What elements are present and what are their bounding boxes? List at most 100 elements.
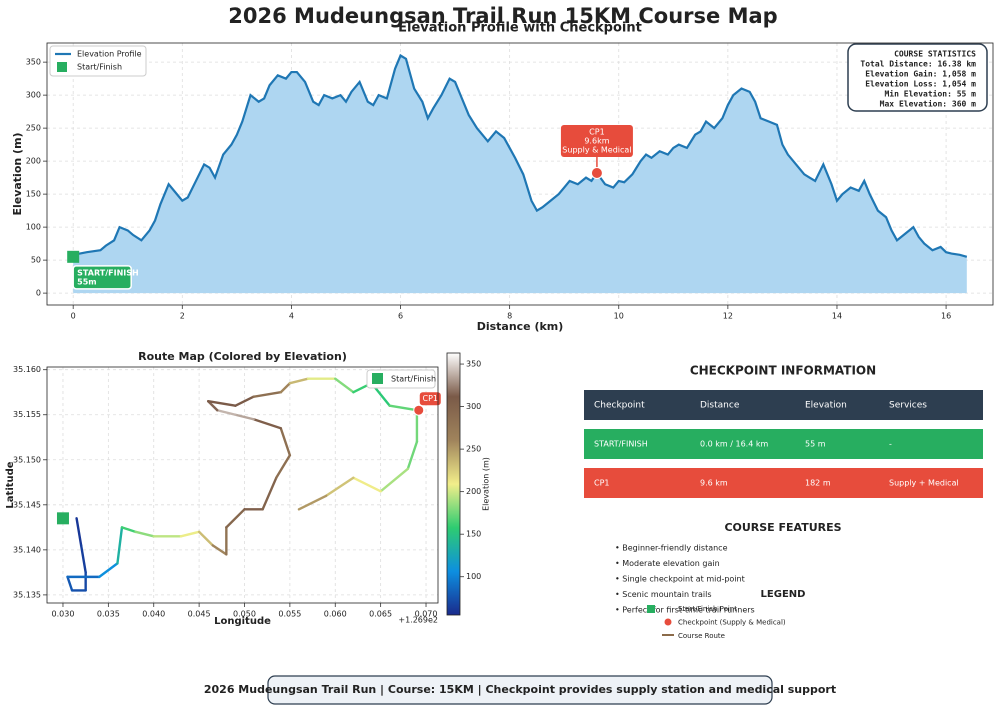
route-segment (324, 476, 355, 498)
route-segment (379, 467, 410, 493)
start-marker (56, 512, 69, 525)
table-cell: - (889, 440, 892, 449)
y-tick-label: 100 (26, 223, 41, 232)
legend-item: Start/Finish Point (678, 605, 737, 613)
y-axis-label: Elevation (m) (11, 132, 24, 215)
y-tick-label: 350 (26, 58, 41, 67)
table-cell: 182 m (805, 479, 831, 488)
route-segment (297, 494, 328, 511)
page-title: 2026 Mudeungsan Trail Run 15KM Course Ma… (228, 4, 777, 28)
plot-frame (46, 42, 994, 306)
features-title: COURSE FEATURES (724, 521, 841, 534)
legend-swatch (664, 618, 672, 626)
chart-title: Route Map (Colored by Elevation) (138, 350, 347, 363)
checkpoint-marker (590, 167, 603, 180)
legend-box (366, 369, 436, 389)
table-title: CHECKPOINT INFORMATION (690, 364, 876, 378)
stats-line: Elevation Loss: 1,054 m (865, 79, 976, 89)
x-tick-label: 12 (723, 312, 733, 321)
x-tick-label: 0.040 (142, 610, 165, 619)
y-tick-label: 35.150 (13, 455, 41, 464)
y-tick-label: 150 (26, 190, 41, 199)
stats-title: COURSE STATISTICS (894, 50, 976, 59)
table-cell: CP1 (594, 479, 610, 488)
legend-item: Checkpoint (Supply & Medical) (678, 619, 786, 627)
route-segment (179, 530, 201, 538)
table-header-cell: Services (889, 401, 927, 411)
route-segment (279, 382, 292, 394)
x-tick-label: 10 (614, 312, 624, 321)
route-segment (75, 517, 83, 547)
x-tick-label: 16 (941, 312, 951, 321)
table-row (584, 468, 983, 498)
x-axis-label: Distance (km) (477, 320, 564, 333)
legend-label: Start/Finish (391, 375, 436, 384)
route-segment (352, 476, 382, 493)
checkpoint-annotation: 9.6km (584, 137, 609, 146)
route-segment (66, 575, 74, 592)
route-segment (116, 526, 124, 565)
x-tick-label: 0.065 (369, 610, 392, 619)
route-segment (234, 395, 255, 407)
route-segment (334, 377, 355, 394)
x-tick-label: 0.045 (188, 610, 211, 619)
legend-box (49, 45, 147, 77)
route-segment (252, 391, 283, 398)
route-segment (206, 400, 219, 412)
colorbar-tick-label: 300 (466, 402, 481, 411)
checkpoint-label: CP1 (423, 394, 439, 403)
x-tick-label: 0.070 (415, 610, 438, 619)
table-cell: 9.6 km (700, 479, 728, 488)
legend-swatch (372, 373, 383, 384)
table-header-cell: Elevation (805, 401, 847, 411)
stats-line: Elevation Gain: 1,058 m (865, 69, 976, 79)
table-cell: START/FINISH (594, 440, 648, 449)
route-segment (261, 476, 278, 511)
legend-label: Start/Finish (77, 63, 122, 72)
elevation-area (73, 55, 967, 294)
route-segment (197, 530, 214, 547)
route-segment (288, 377, 310, 385)
table-header (584, 390, 983, 420)
route-segment (206, 400, 237, 407)
y-tick-label: 35.160 (13, 365, 41, 374)
colorbar-label: Elevation (m) (482, 457, 491, 511)
colorbar-tick-label: 150 (466, 530, 481, 539)
x-tick-label: 0.035 (97, 610, 120, 619)
elevation-line (72, 53, 968, 258)
route-segment (388, 404, 419, 412)
x-tick-label: 0 (71, 312, 76, 321)
feature-item: • Perfect for first-time trail runners (615, 606, 755, 615)
route-segment (120, 526, 137, 534)
legend-label: Elevation Profile (77, 50, 142, 59)
x-axis-label: Longitude (214, 616, 271, 627)
route-segment (279, 427, 292, 457)
legend-item: Course Route (678, 632, 725, 640)
x-tick-label: 0.060 (324, 610, 347, 619)
route-segment (134, 530, 155, 538)
footer: 2026 Mudeungsan Trail Run | Course: 15KM… (204, 683, 836, 696)
colorbar-tick-label: 350 (466, 360, 481, 369)
legend-swatch (57, 62, 67, 72)
y-tick-label: 35.155 (13, 410, 41, 419)
x-offset-label: +1.269e2 (398, 616, 438, 625)
checkpoint-label-box (419, 392, 441, 406)
stats-line: Total Distance: 16.38 km (860, 59, 976, 69)
checkpoint-annotation-box (560, 125, 633, 158)
table-row (584, 429, 983, 459)
route-segment (234, 413, 255, 421)
stats-box (847, 43, 988, 112)
table-cell: 0.0 km / 16.4 km (700, 440, 768, 449)
y-tick-label: 35.135 (13, 590, 41, 599)
x-tick-label: 2 (180, 312, 185, 321)
colorbar-tick-label: 250 (466, 445, 481, 454)
y-tick-label: 35.145 (13, 500, 41, 509)
feature-item: • Moderate elevation gain (615, 559, 720, 568)
route-segment (406, 440, 419, 470)
x-tick-label: 14 (832, 312, 842, 321)
y-tick-label: 35.140 (13, 545, 41, 554)
legend-swatch (647, 605, 655, 613)
checkpoint-annotation: CP1 (589, 128, 605, 137)
checkpoint-annotation: Supply & Medical (562, 146, 631, 155)
